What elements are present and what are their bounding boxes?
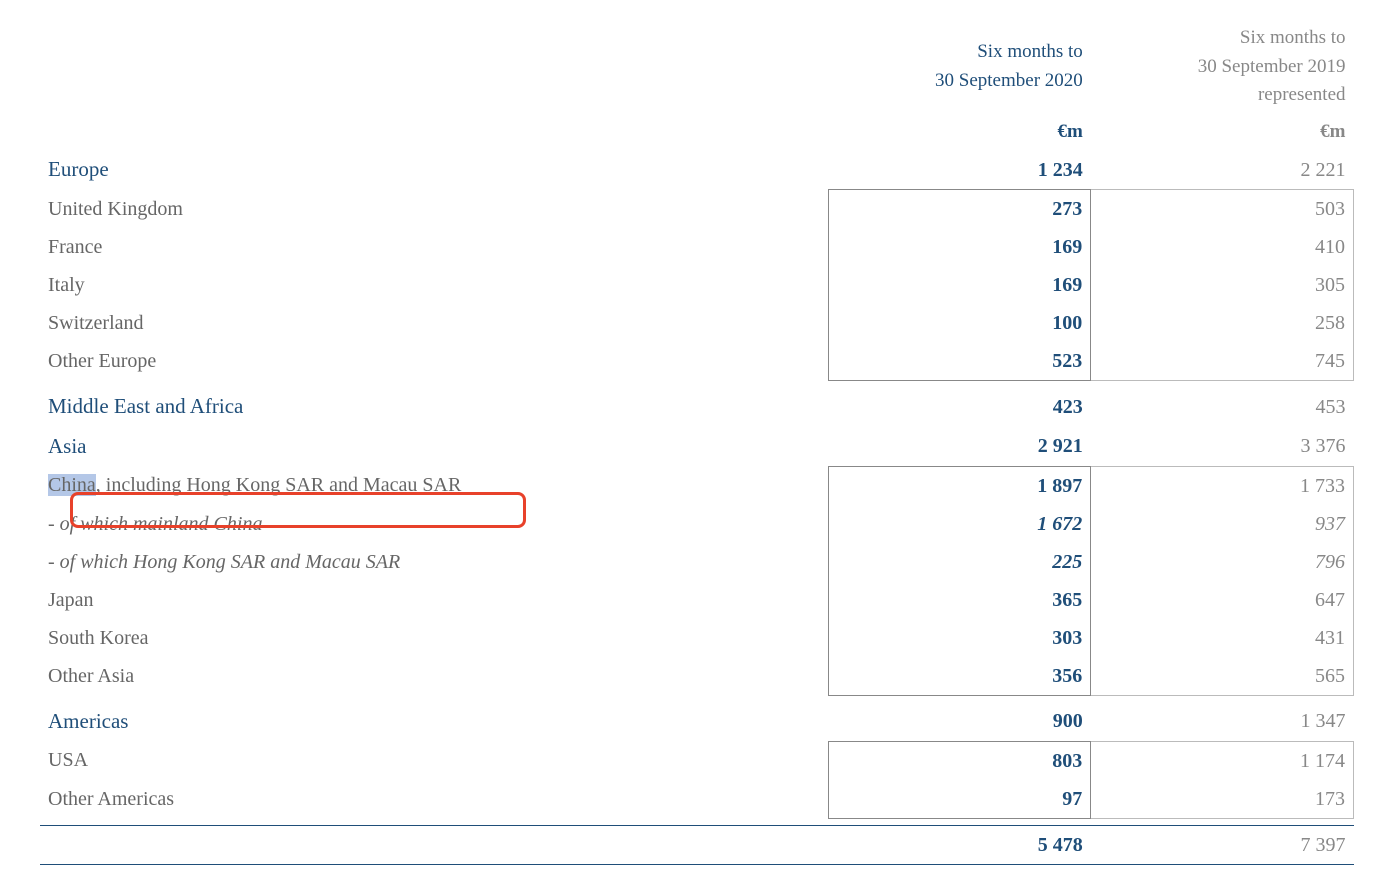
table-row: Americas9001 347 xyxy=(40,702,1354,742)
header-period-2020: Six months to 30 September 2020 xyxy=(828,20,1091,114)
value-2019: 258 xyxy=(1091,304,1354,342)
row-label: Switzerland xyxy=(40,304,828,342)
value-2020: 169 xyxy=(828,228,1091,266)
value-2020: 365 xyxy=(828,581,1091,619)
value-2019: 305 xyxy=(1091,266,1354,304)
financial-table-container: Six months to 30 September 2020 Six mont… xyxy=(40,20,1354,865)
value-2020: 2 921 xyxy=(828,427,1091,467)
table-row: Asia2 9213 376 xyxy=(40,427,1354,467)
table-row: USA8031 174 xyxy=(40,741,1354,780)
row-label: Other Asia xyxy=(40,657,828,696)
highlighted-word: China xyxy=(48,474,96,496)
header-period-2019: Six months to 30 September 2019 represen… xyxy=(1091,20,1354,114)
row-label: Other Europe xyxy=(40,342,828,381)
table-row: China, including Hong Kong SAR and Macau… xyxy=(40,466,1354,505)
row-label: China, including Hong Kong SAR and Macau… xyxy=(40,466,828,505)
table-row: United Kingdom273503 xyxy=(40,190,1354,229)
value-2020: 523 xyxy=(828,342,1091,381)
row-label: United Kingdom xyxy=(40,190,828,229)
table-row: Other Americas97173 xyxy=(40,780,1354,819)
row-label: Japan xyxy=(40,581,828,619)
value-2020: 1 234 xyxy=(828,150,1091,190)
value-2019: 796 xyxy=(1091,543,1354,581)
row-label: Europe xyxy=(40,150,828,190)
table-row: Other Asia356565 xyxy=(40,657,1354,696)
row-label: USA xyxy=(40,741,828,780)
value-2019: 453 xyxy=(1091,387,1354,427)
row-label: Asia xyxy=(40,427,828,467)
row-label: Italy xyxy=(40,266,828,304)
row-label: Americas xyxy=(40,702,828,742)
value-2019: 3 376 xyxy=(1091,427,1354,467)
table-row: Other Europe523745 xyxy=(40,342,1354,381)
value-2020: 1 672 xyxy=(828,505,1091,543)
value-2019: 565 xyxy=(1091,657,1354,696)
value-2020: 303 xyxy=(828,619,1091,657)
value-2020: 5 478 xyxy=(828,825,1091,864)
table-row: Japan365647 xyxy=(40,581,1354,619)
table-row: 5 4787 397 xyxy=(40,825,1354,864)
row-label: - of which mainland China xyxy=(40,505,828,543)
value-2019: 173 xyxy=(1091,780,1354,819)
value-2020: 356 xyxy=(828,657,1091,696)
value-2019: 937 xyxy=(1091,505,1354,543)
value-2019: 431 xyxy=(1091,619,1354,657)
value-2019: 1 174 xyxy=(1091,741,1354,780)
row-label: South Korea xyxy=(40,619,828,657)
value-2020: 100 xyxy=(828,304,1091,342)
value-2019: 7 397 xyxy=(1091,825,1354,864)
row-label: France xyxy=(40,228,828,266)
value-2019: 1 733 xyxy=(1091,466,1354,505)
table-row: South Korea303431 xyxy=(40,619,1354,657)
value-2020: 423 xyxy=(828,387,1091,427)
header-unit-1: €m xyxy=(828,114,1091,151)
value-2020: 225 xyxy=(828,543,1091,581)
value-2019: 1 347 xyxy=(1091,702,1354,742)
value-2020: 97 xyxy=(828,780,1091,819)
table-row: Europe1 2342 221 xyxy=(40,150,1354,190)
value-2019: 647 xyxy=(1091,581,1354,619)
value-2019: 503 xyxy=(1091,190,1354,229)
row-label: Middle East and Africa xyxy=(40,387,828,427)
table-row: - of which mainland China1 672937 xyxy=(40,505,1354,543)
value-2020: 803 xyxy=(828,741,1091,780)
value-2019: 410 xyxy=(1091,228,1354,266)
value-2020: 273 xyxy=(828,190,1091,229)
value-2019: 745 xyxy=(1091,342,1354,381)
revenue-by-region-table: Six months to 30 September 2020 Six mont… xyxy=(40,20,1354,865)
row-label xyxy=(40,825,828,864)
table-row: Switzerland100258 xyxy=(40,304,1354,342)
row-label: - of which Hong Kong SAR and Macau SAR xyxy=(40,543,828,581)
value-2020: 900 xyxy=(828,702,1091,742)
value-2020: 1 897 xyxy=(828,466,1091,505)
header-unit-2: €m xyxy=(1091,114,1354,151)
table-row: France169410 xyxy=(40,228,1354,266)
table-row: - of which Hong Kong SAR and Macau SAR22… xyxy=(40,543,1354,581)
table-row: Middle East and Africa423453 xyxy=(40,387,1354,427)
table-row: Italy169305 xyxy=(40,266,1354,304)
value-2020: 169 xyxy=(828,266,1091,304)
value-2019: 2 221 xyxy=(1091,150,1354,190)
row-label: Other Americas xyxy=(40,780,828,819)
